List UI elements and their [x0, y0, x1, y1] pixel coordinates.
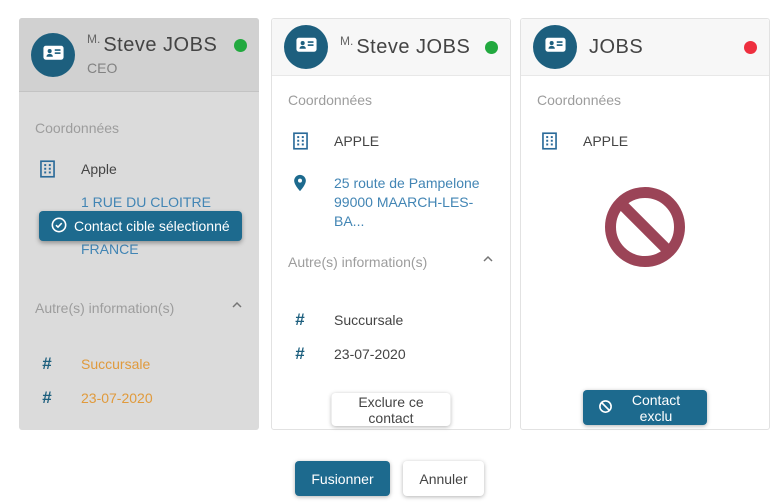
status-dot: [485, 40, 498, 54]
civility-prefix: M.: [87, 32, 101, 46]
company-name: Apple: [81, 161, 117, 177]
check-circle-icon: [51, 217, 67, 236]
other-info-2: 23-07-2020: [334, 346, 406, 362]
address-line-2: 99000 MAARCH-LES-BA...: [334, 194, 474, 229]
merge-button[interactable]: Fusionner: [295, 461, 390, 496]
status-dot: [744, 40, 757, 54]
cancel-button[interactable]: Annuler: [403, 461, 484, 496]
contact-name: Steve JOBS: [356, 35, 471, 58]
selected-target-badge: Contact cible sélectionné: [39, 211, 242, 241]
building-icon: [288, 132, 312, 150]
status-dot: [234, 38, 247, 52]
company-name: APPLE: [583, 133, 629, 149]
contact-card-header: M. Steve JOBS CEO: [19, 18, 259, 92]
hash-icon: #: [42, 354, 52, 373]
section-coordinates-label: Coordonnées: [35, 120, 120, 136]
building-icon: [537, 132, 561, 150]
contact-card-target[interactable]: M. Steve JOBS CEO Coordonnées Apple 1 RU…: [19, 18, 259, 430]
address-card-icon: [42, 41, 65, 69]
address-card-icon: [295, 33, 318, 61]
chevron-up-icon[interactable]: [229, 297, 245, 318]
contact-name: Steve JOBS: [103, 33, 218, 56]
exclude-contact-button[interactable]: Exclure ce contact: [331, 393, 451, 426]
chevron-up-icon[interactable]: [480, 251, 496, 272]
hash-icon: #: [295, 310, 305, 329]
avatar: [31, 32, 75, 77]
building-icon: [35, 160, 59, 178]
hash-icon: #: [42, 388, 52, 407]
contact-card-candidate[interactable]: M. Steve JOBS Coordonnées APPLE 25 route…: [271, 18, 511, 430]
civility-prefix: M.: [340, 34, 354, 48]
selected-target-badge-label: Contact cible sélectionné: [74, 218, 230, 234]
contact-name: JOBS: [589, 35, 644, 58]
address-card-icon: [544, 33, 567, 61]
contact-excluded-button[interactable]: Contact exclu: [583, 390, 707, 425]
address-country: FRANCE: [81, 241, 139, 257]
other-info-1: Succursale: [334, 312, 404, 328]
contact-excluded-button-label: Contact exclu: [631, 391, 681, 424]
section-coordinates-label: Coordonnées: [288, 92, 373, 108]
section-other-label: Autre(s) information(s): [288, 253, 428, 270]
section-coordinates-label: Coordonnées: [537, 92, 622, 108]
company-name: APPLE: [334, 133, 380, 149]
footer-actions: Fusionner Annuler: [295, 461, 484, 496]
hash-icon: #: [295, 344, 305, 363]
contact-card-header: M. Steve JOBS: [272, 19, 510, 76]
address-lines: 25 route de Pampelone 99000 MAARCH-LES-B…: [334, 174, 498, 231]
ban-icon: [598, 399, 613, 417]
map-marker-icon: [288, 174, 312, 192]
avatar: [533, 25, 577, 69]
contact-card-header: JOBS: [521, 19, 769, 76]
other-info-2: 23-07-2020: [81, 390, 153, 406]
ban-icon: [605, 187, 685, 267]
section-other-label: Autre(s) information(s): [35, 299, 175, 316]
contact-card-excluded[interactable]: JOBS Coordonnées APPLE Contact exclu: [520, 18, 770, 430]
other-info-1: Succursale: [81, 356, 151, 372]
avatar: [284, 25, 328, 69]
contact-function: CEO: [87, 59, 118, 76]
address-line-1: 25 route de Pampelone: [334, 175, 480, 191]
